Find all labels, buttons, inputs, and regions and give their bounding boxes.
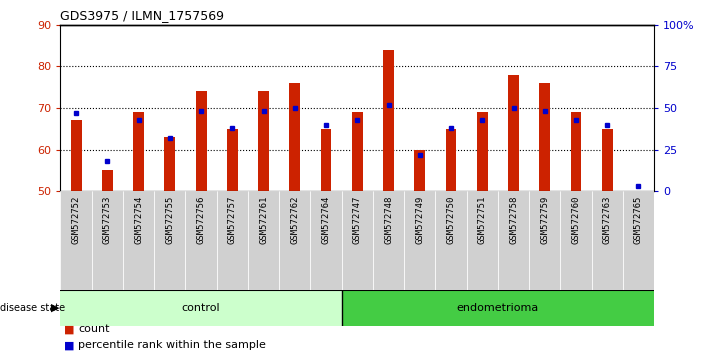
Bar — [592, 191, 623, 290]
Text: GSM572751: GSM572751 — [478, 196, 487, 245]
Text: GSM572764: GSM572764 — [321, 196, 331, 245]
Bar — [342, 290, 654, 326]
Text: ■: ■ — [64, 340, 75, 350]
Bar — [383, 50, 394, 191]
Bar — [352, 112, 363, 191]
Text: GSM572749: GSM572749 — [415, 196, 424, 245]
Bar — [321, 129, 331, 191]
Bar — [92, 191, 123, 290]
Bar — [60, 191, 92, 290]
Bar — [289, 83, 300, 191]
Text: GSM572748: GSM572748 — [384, 196, 393, 245]
Text: GSM572765: GSM572765 — [634, 196, 643, 245]
Bar — [60, 290, 342, 326]
Bar — [258, 91, 269, 191]
Bar — [529, 191, 560, 290]
Text: ▶: ▶ — [51, 303, 60, 313]
Text: GDS3975 / ILMN_1757569: GDS3975 / ILMN_1757569 — [60, 9, 225, 22]
Bar — [415, 149, 425, 191]
Text: GSM572752: GSM572752 — [72, 196, 80, 245]
Bar — [466, 191, 498, 290]
Text: GSM572753: GSM572753 — [103, 196, 112, 245]
Bar — [217, 191, 248, 290]
Text: GSM572760: GSM572760 — [572, 196, 580, 245]
Bar — [446, 129, 456, 191]
Bar — [508, 75, 519, 191]
Text: GSM572747: GSM572747 — [353, 196, 362, 245]
Text: GSM572750: GSM572750 — [447, 196, 456, 245]
Bar — [477, 112, 488, 191]
Bar — [602, 129, 613, 191]
Bar — [342, 191, 373, 290]
Bar — [227, 129, 237, 191]
Text: endometrioma: endometrioma — [456, 303, 539, 313]
Bar — [164, 137, 176, 191]
Text: disease state: disease state — [0, 303, 68, 313]
Text: control: control — [182, 303, 220, 313]
Text: GSM572757: GSM572757 — [228, 196, 237, 245]
Text: GSM572759: GSM572759 — [540, 196, 550, 245]
Bar — [70, 120, 82, 191]
Text: ■: ■ — [64, 324, 75, 334]
Bar — [435, 191, 466, 290]
Bar — [186, 191, 217, 290]
Text: GSM572761: GSM572761 — [259, 196, 268, 245]
Bar — [248, 191, 279, 290]
Bar — [311, 191, 342, 290]
Bar — [123, 191, 154, 290]
Text: GSM572763: GSM572763 — [603, 196, 611, 245]
Text: GSM572756: GSM572756 — [196, 196, 205, 245]
Text: count: count — [78, 324, 109, 334]
Text: GSM572754: GSM572754 — [134, 196, 143, 245]
Text: percentile rank within the sample: percentile rank within the sample — [78, 340, 266, 350]
Bar — [133, 112, 144, 191]
Bar — [498, 191, 529, 290]
Bar — [373, 191, 404, 290]
Bar — [279, 191, 311, 290]
Bar — [623, 191, 654, 290]
Text: GSM572758: GSM572758 — [509, 196, 518, 245]
Bar — [404, 191, 435, 290]
Bar — [154, 191, 186, 290]
Bar — [539, 83, 550, 191]
Text: GSM572755: GSM572755 — [165, 196, 174, 245]
Bar — [102, 170, 113, 191]
Bar — [560, 191, 592, 290]
Text: GSM572762: GSM572762 — [290, 196, 299, 245]
Bar — [196, 91, 206, 191]
Bar — [570, 112, 582, 191]
